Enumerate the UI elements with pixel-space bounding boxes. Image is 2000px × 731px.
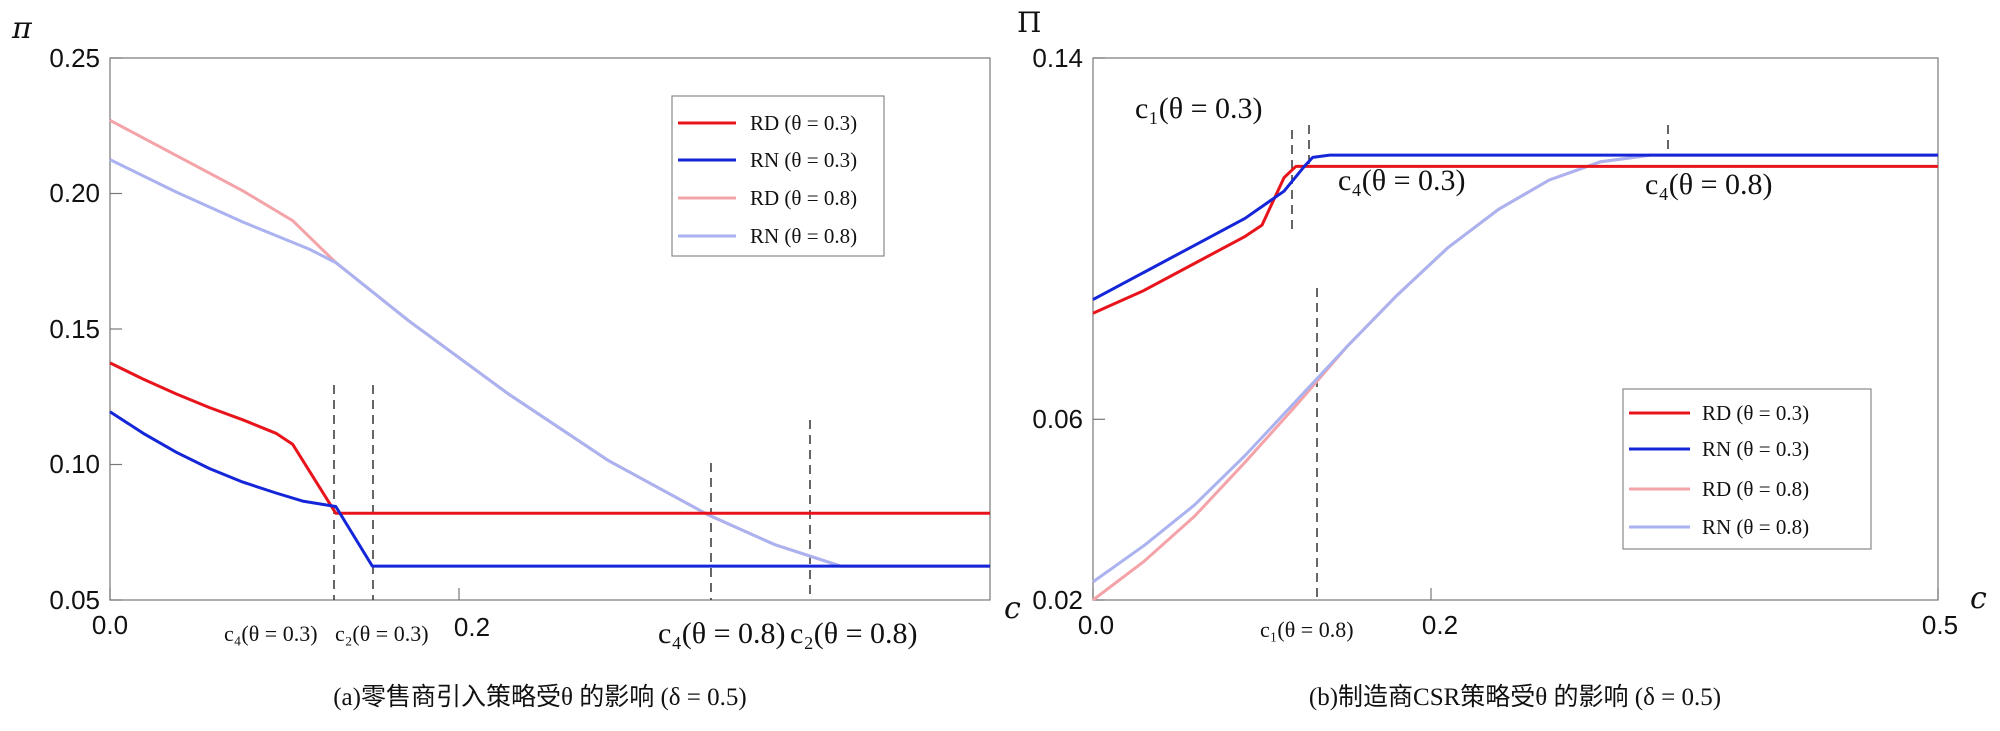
panel-a-ytick-label: 0.20 (49, 178, 100, 208)
panel-a-series-0 (109, 361, 990, 515)
panel-a-label-c4-0.3: c₄(θ = 0.3) (224, 621, 318, 646)
panel-a-series-1 (109, 410, 990, 568)
panel-a-caption: (a)零售商引入策略受θ 的影响 (δ = 0.5) (333, 683, 747, 711)
panel-b-ytick-label: 0.14 (1032, 43, 1083, 73)
panel-b-xtick-label: 0.5 (1922, 610, 1958, 640)
panel-b-label-c4-0.3: c₄(θ = 0.3) (1338, 164, 1466, 197)
panel-b-label-c4-0.8: c₄(θ = 0.8) (1645, 168, 1773, 201)
legend-label: RD (θ = 0.3) (1702, 401, 1809, 425)
panel-a-ytick-label: 0.10 (49, 449, 100, 479)
panel-b-xtick-label: 0.2 (1422, 610, 1458, 640)
legend-label: RN (θ = 0.3) (1702, 437, 1809, 461)
panel-a-series-3 (109, 158, 990, 568)
panel-b-threshold-labels: c₁(θ = 0.3) c₄(θ = 0.3) c₄(θ = 0.8) c₁(θ… (1135, 92, 1773, 642)
panel-b-legend-box (1622, 388, 1872, 550)
panel-a-label-c2-0.8: c₂(θ = 0.8) (790, 617, 918, 650)
panel-b-frame (1092, 57, 1939, 601)
legend-label: RD (θ = 0.8) (750, 186, 857, 210)
panel-b-yticks: 0.02 0.06 0.14 (1032, 43, 1105, 615)
panel-a-ytick-label: 0.05 (49, 585, 100, 615)
panel-a-label-c4-0.8: c₄(θ = 0.8) (658, 617, 786, 650)
panel-b-xtick-label: 0.0 (1078, 610, 1114, 640)
panel-b-legend: RD (θ = 0.3) RN (θ = 0.3) RD (θ = 0.8) R… (1622, 388, 1872, 550)
legend-label: RN (θ = 0.8) (1702, 515, 1809, 539)
panel-b-ylabel: Π (1017, 6, 1041, 39)
panel-a-ytick-label: 0.25 (49, 43, 100, 73)
panel-a-xticks: 0.0 0.2 (92, 588, 490, 642)
panel-b-label-c1-0.8: c₁(θ = 0.8) (1260, 617, 1354, 642)
panel-b-caption: (b)制造商CSR策略受θ 的影响 (δ = 0.5) (1309, 683, 1721, 711)
panel-b-series (1092, 153, 1938, 602)
legend-label: RD (θ = 0.3) (750, 111, 857, 135)
legend-label: RD (θ = 0.8) (1702, 477, 1809, 501)
panel-b-series-1 (1092, 153, 1938, 301)
panel-b-xticks: 0.0 0.2 0.5 (1078, 588, 1958, 640)
panel-a-ytick-label: 0.15 (49, 314, 100, 344)
panel-a-yticks: 0.05 0.10 0.15 0.20 0.25 (49, 43, 122, 615)
panel-b-ytick-label: 0.06 (1032, 404, 1083, 434)
panel-a-xtick-label: 0.0 (92, 610, 128, 640)
legend-label: RN (θ = 0.8) (750, 224, 857, 248)
panel-a-series (109, 118, 990, 568)
panel-a-xlabel: c (1004, 591, 1021, 626)
panel-a-threshold-labels: c₄(θ = 0.3) c₂(θ = 0.3) c₄(θ = 0.8) c₂(θ… (224, 617, 918, 650)
panel-a-ylabel: π (11, 11, 33, 46)
panel-a-legend: RD (θ = 0.3) RN (θ = 0.3) RD (θ = 0.8) R… (671, 95, 885, 257)
legend-label: RN (θ = 0.3) (750, 148, 857, 172)
panel-a-label-c2-0.3: c₂(θ = 0.3) (335, 621, 429, 646)
panel-b-xlabel: c (1970, 581, 1987, 616)
panel-b-series-0 (1092, 164, 1938, 315)
panel-a-threshold-lines (333, 385, 811, 600)
panel-a-chart: π c 0.05 0.10 0.15 0.20 0.25 0.0 0.2 (11, 11, 1021, 711)
panel-b-chart: Π c 0.02 0.06 0.14 0.0 0.2 0.5 c₁( (1017, 6, 1987, 711)
panel-a-xtick-label: 0.2 (454, 612, 490, 642)
panel-b-ytick-label: 0.02 (1032, 585, 1083, 615)
panel-b-label-c1-0.3: c₁(θ = 0.3) (1135, 92, 1263, 125)
